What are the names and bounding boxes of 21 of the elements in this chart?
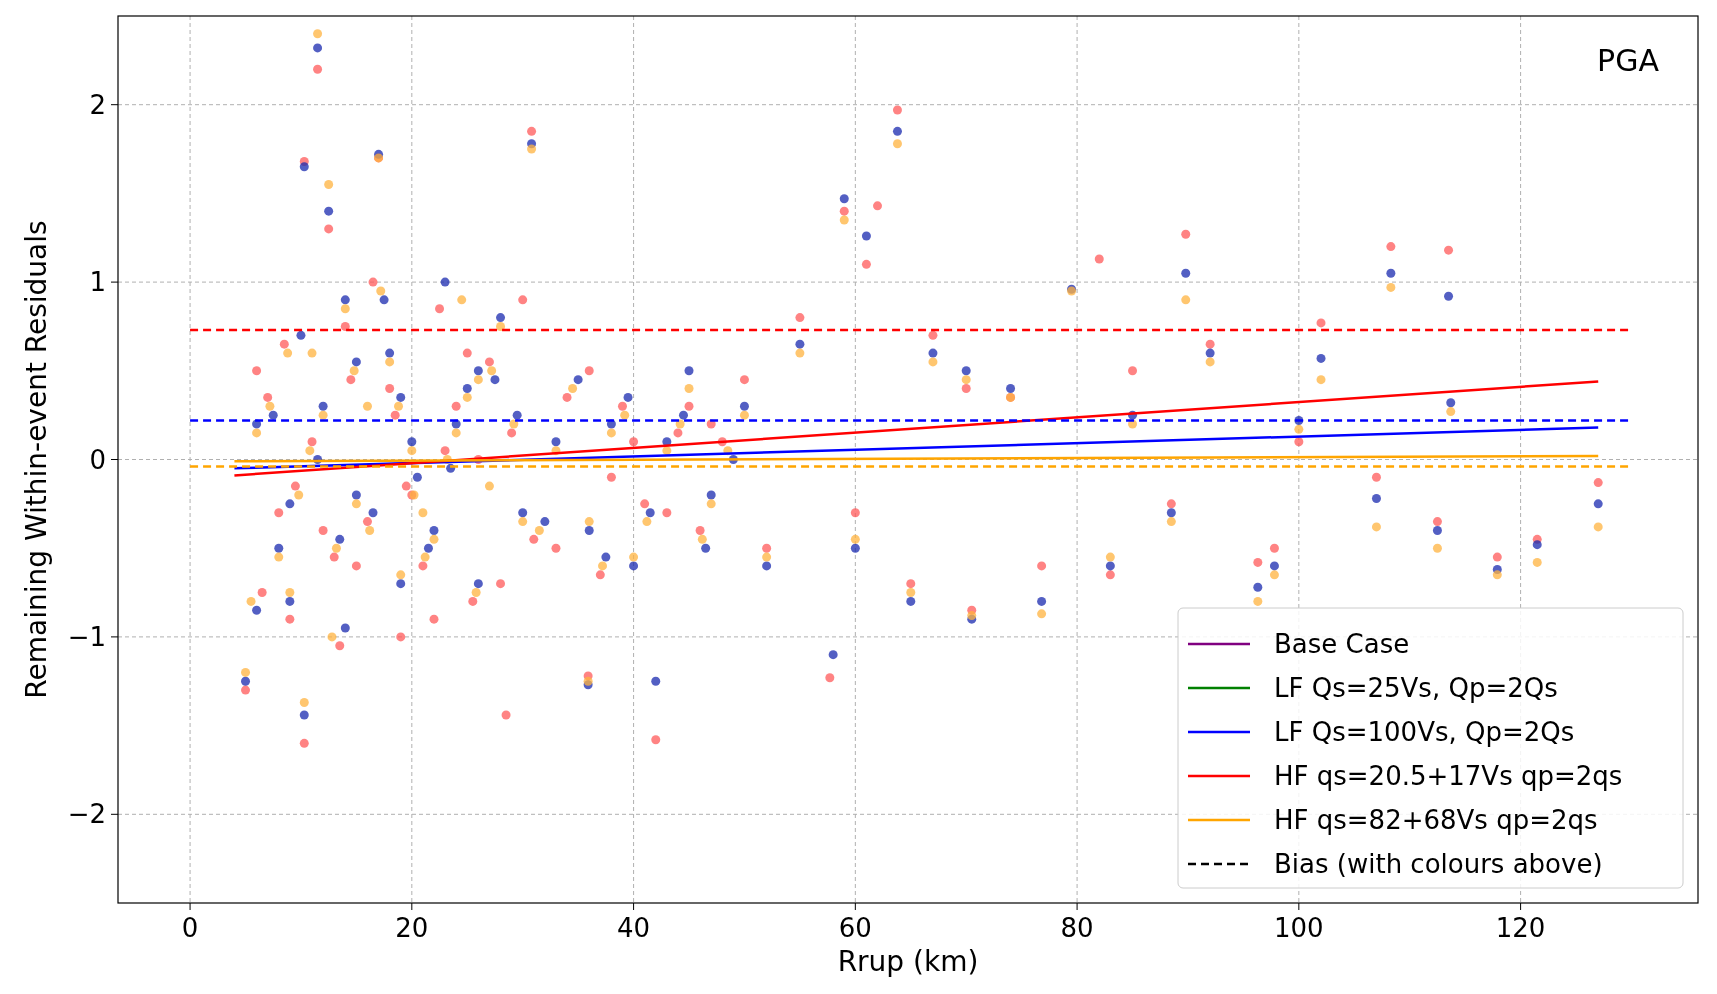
y-tick-label: −2 (67, 799, 106, 830)
x-tick-label: 100 (1274, 913, 1324, 943)
y-axis-title: Remaining Within-event Residuals (20, 220, 53, 699)
legend-label: Bias (with colours above) (1274, 849, 1603, 880)
x-tick-label: 80 (1060, 913, 1094, 943)
x-tick-label: 120 (1495, 913, 1546, 943)
x-tick-label: 40 (617, 913, 651, 943)
y-tick-label: 1 (89, 267, 106, 298)
x-axis-title: Rrup (km) (837, 945, 979, 978)
y-tick-label: 0 (89, 444, 106, 475)
x-tick-label: 60 (838, 913, 872, 943)
legend-label: HF qs=82+68Vs qp=2qs (1274, 805, 1598, 836)
annotation: PGA (1597, 43, 1660, 78)
legend-label: LF Qs=25Vs, Qp=2Qs (1274, 673, 1558, 704)
legend-label: LF Qs=100Vs, Qp=2Qs (1274, 717, 1575, 748)
legend-label: Base Case (1274, 629, 1410, 660)
y-tick-label: −1 (67, 622, 106, 652)
y-tick-label: 2 (89, 89, 106, 120)
legend-label: HF qs=20.5+17Vs qp=2qs (1274, 761, 1623, 792)
x-tick-label: 0 (181, 913, 199, 943)
x-tick-label: 20 (395, 913, 429, 943)
